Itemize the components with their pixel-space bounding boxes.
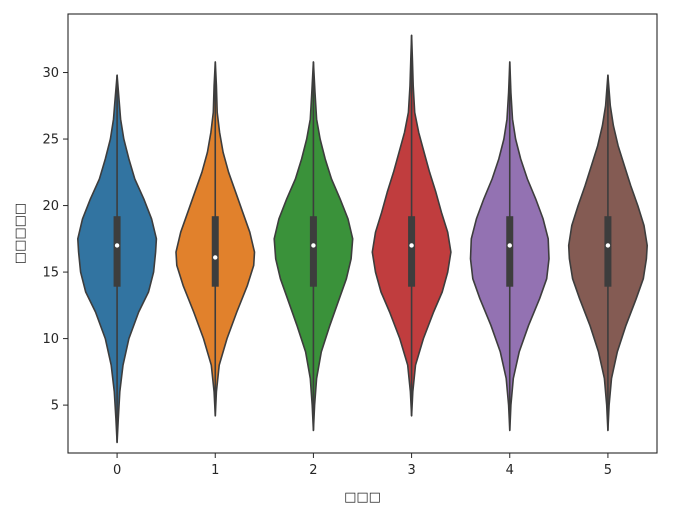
violin-iqr-box-1 xyxy=(211,216,219,287)
x-tick-label: 1 xyxy=(211,463,219,478)
y-tick-label: 10 xyxy=(42,332,59,347)
violin-median-2 xyxy=(311,243,316,248)
y-tick-label: 20 xyxy=(42,199,59,214)
y-tick-label: 15 xyxy=(42,266,59,281)
x-tick-label: 4 xyxy=(506,463,514,478)
violin-median-3 xyxy=(409,243,414,248)
plot-frame xyxy=(67,13,658,454)
violin-median-5 xyxy=(605,243,611,248)
y-axis-label: □□□□□ xyxy=(13,203,28,264)
axes: 0 1 2 3 4 5 5 10 15 20 25 30 xyxy=(42,66,612,478)
x-axis-label: □□□ xyxy=(344,490,381,505)
x-tick-label: 2 xyxy=(309,463,317,478)
violin-median-0 xyxy=(114,243,120,248)
y-tick-label: 5 xyxy=(51,399,59,414)
violin-iqr-box-3 xyxy=(408,216,416,287)
violin-iqr-box-4 xyxy=(506,216,514,287)
violin-iqr-box-0 xyxy=(113,216,121,287)
violin-median-1 xyxy=(213,255,218,260)
y-tick-label: 25 xyxy=(42,133,59,148)
x-tick-label: 5 xyxy=(604,463,612,478)
violin-median-4 xyxy=(507,243,512,248)
x-tick-label: 0 xyxy=(113,463,121,478)
plot-area xyxy=(77,34,648,444)
y-tick-label: 30 xyxy=(42,66,59,81)
x-tick-label: 3 xyxy=(407,463,415,478)
violin-iqr-box-5 xyxy=(604,216,612,287)
violin-iqr-box-2 xyxy=(309,216,317,287)
